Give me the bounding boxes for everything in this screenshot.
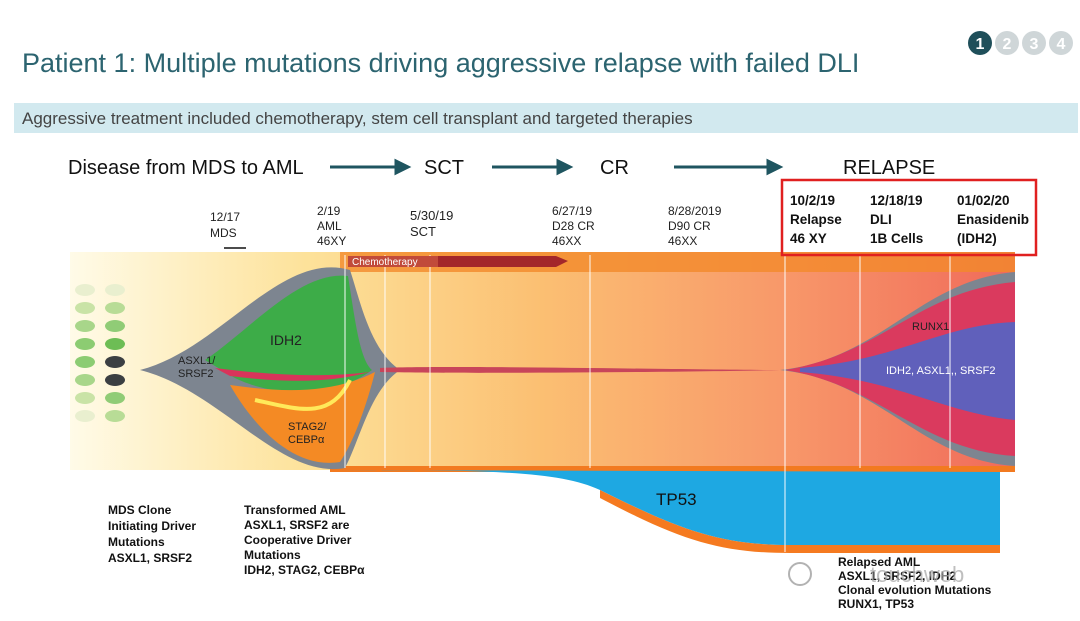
clone-label: IDH2, ASXL1,, SRSF2 <box>886 365 995 377</box>
timepoint: 12/17 MDS <box>210 210 240 240</box>
relapse-box <box>780 178 1038 257</box>
page-dot[interactable] <box>1022 31 1046 55</box>
note: Transformed AML ASXL1, SRSF2 are Cooperati… <box>244 503 365 577</box>
timepoint: 2/19 AML 46XY <box>317 204 346 248</box>
relapse-event: 12/18/19 DLI 1B Cells <box>870 193 923 246</box>
relapse-event: 10/2/19 Relapse 46 XY <box>790 193 842 246</box>
page-dot[interactable] <box>995 31 1019 55</box>
timepoint: 8/28/2019 D90 CR 46XX <box>668 204 722 248</box>
tp53-clone <box>340 470 1000 545</box>
note: Relapsed AML ASXL1, SRSF2, IDH2 Clonal evo… <box>838 555 992 611</box>
clone-label: STAG2/CEBPα <box>288 421 327 446</box>
clone-label: IDH2 <box>270 332 302 348</box>
idh2-relapse-clone <box>800 322 1015 420</box>
idh2-clone <box>205 275 372 392</box>
page-dot[interactable] <box>968 31 992 55</box>
phase-arrows <box>330 158 784 176</box>
page-number[interactable]: 2 <box>1003 36 1012 53</box>
watermark-text: touchweb <box>870 562 964 587</box>
clone-label: TP53 <box>656 490 697 509</box>
relapse-event: 01/02/20 Enasidenib (IDH2) <box>957 193 1029 246</box>
timepoint: 5/30/19 SCT <box>410 208 453 239</box>
phase: SCT <box>424 157 464 179</box>
note: MDS Clone Initiating Driver Mutations ASXL1… <box>108 503 196 565</box>
chemo-label: Chemotherapy <box>352 257 418 268</box>
cebpa-clone <box>254 379 352 411</box>
tp53-border <box>600 490 1000 553</box>
phase: RELAPSE <box>843 157 935 179</box>
clone-label: ASXL1/SRSF2 <box>178 355 216 380</box>
page-number[interactable]: 4 <box>1057 36 1066 53</box>
title: Patient 1: Multiple mutations driving ag… <box>22 48 859 78</box>
page-number[interactable]: 1 <box>976 36 985 53</box>
phase: Disease from MDS to AML <box>68 157 304 179</box>
minor-clone <box>215 368 370 381</box>
residual-clone <box>380 367 780 373</box>
banner: Aggressive treatment included chemothera… <box>22 109 693 128</box>
clone-label: RUNX1 <box>912 321 949 333</box>
page-number[interactable]: 3 <box>1030 36 1039 53</box>
chemo-bar-label-bg <box>348 256 438 267</box>
pager[interactable]: 1 2 3 4 <box>968 31 1073 55</box>
time-lines <box>344 255 951 552</box>
cells <box>75 284 125 422</box>
banner-bg <box>14 103 1078 133</box>
watermark: touchweb <box>788 562 964 587</box>
phase: CR <box>600 157 629 179</box>
timepoint: 6/27/19 D28 CR 46XX <box>552 204 595 248</box>
page-dot[interactable] <box>1049 31 1073 55</box>
